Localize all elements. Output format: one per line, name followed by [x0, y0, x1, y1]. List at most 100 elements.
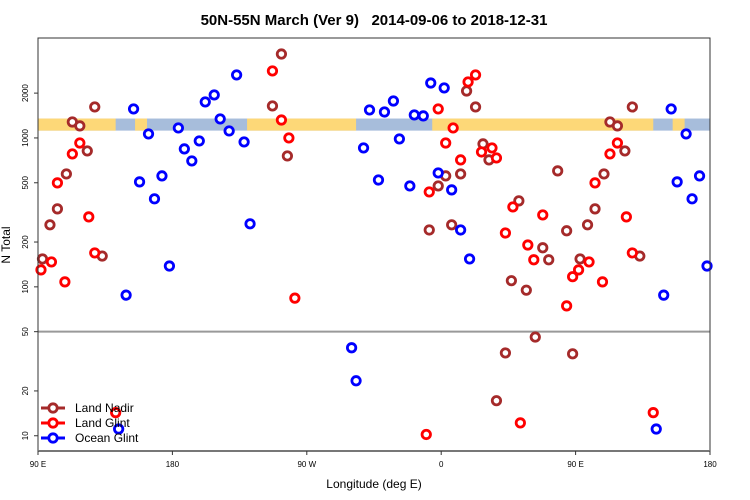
land-segment — [247, 118, 357, 131]
data-point — [35, 264, 47, 276]
data-point — [432, 103, 444, 115]
data-point — [142, 128, 155, 140]
data-point — [51, 203, 64, 215]
data-point — [127, 103, 140, 115]
data-point — [266, 65, 279, 77]
data-point — [583, 256, 595, 268]
y-tick-label: 20 — [21, 386, 30, 395]
data-point — [408, 109, 420, 121]
y-tick-label: 50 — [21, 327, 30, 336]
data-point — [543, 254, 555, 266]
data-point — [455, 154, 467, 166]
data-point — [589, 177, 601, 189]
data-point — [686, 193, 698, 205]
x-tick-label: 180 — [166, 460, 180, 469]
data-point — [650, 423, 662, 435]
data-point — [36, 253, 49, 265]
data-point — [425, 77, 437, 89]
data-point — [275, 48, 288, 60]
data-point — [393, 133, 405, 145]
x-tick-label: 0 — [439, 460, 444, 469]
data-point — [59, 276, 71, 288]
data-point — [529, 331, 541, 343]
data-point — [469, 101, 482, 113]
data-point — [363, 104, 376, 116]
data-point — [148, 193, 161, 205]
y-tick-label: 10 — [21, 431, 30, 440]
data-point — [475, 146, 488, 158]
x-tick-label: 90 E — [30, 460, 46, 469]
data-point — [357, 142, 370, 154]
y-tick-label: 100 — [21, 280, 30, 294]
data-point — [172, 122, 184, 134]
data-points — [35, 48, 713, 441]
land-segment — [135, 118, 148, 131]
x-axis-label: Longitude (deg E) — [326, 477, 421, 491]
data-point — [214, 113, 226, 125]
data-point — [626, 247, 638, 259]
x-tick-label: 90 E — [567, 460, 583, 469]
data-point — [537, 242, 549, 254]
data-point — [589, 203, 601, 215]
plot-frame — [37, 37, 711, 452]
data-point — [432, 180, 444, 192]
data-point — [438, 82, 450, 94]
data-point — [238, 136, 250, 148]
data-point — [432, 167, 444, 179]
land-segment — [672, 118, 685, 131]
data-point — [507, 201, 519, 213]
data-point — [208, 89, 220, 101]
data-point — [120, 289, 132, 301]
data-point — [289, 292, 301, 304]
data-point — [110, 407, 122, 419]
data-point — [455, 224, 467, 236]
data-point — [372, 174, 385, 186]
data-point — [60, 168, 72, 180]
data-point — [701, 260, 713, 272]
data-point — [89, 101, 101, 113]
data-point — [66, 148, 78, 160]
data-point — [455, 168, 467, 180]
legend-marker — [47, 432, 59, 444]
data-point — [561, 225, 573, 237]
data-point — [199, 96, 211, 108]
data-point — [647, 407, 659, 419]
data-point — [74, 120, 86, 132]
data-point — [186, 155, 198, 167]
legend-label: Ocean Glint — [75, 431, 139, 445]
data-point — [665, 103, 677, 115]
data-point — [133, 176, 146, 188]
data-point — [462, 76, 474, 88]
data-point — [223, 125, 235, 137]
x-axis-ticks: 90 E 180 90 W 0 90 E 180 — [30, 451, 717, 469]
data-point — [163, 260, 176, 272]
data-point — [283, 132, 295, 144]
data-point — [193, 135, 205, 147]
data-point — [490, 395, 503, 407]
data-point — [567, 271, 579, 283]
data-point — [620, 211, 632, 223]
data-point — [528, 254, 540, 266]
data-point — [463, 253, 476, 265]
data-point — [671, 176, 683, 188]
data-point — [446, 184, 458, 196]
data-point — [520, 284, 532, 296]
data-point — [446, 219, 458, 231]
series-land-glint — [35, 65, 659, 441]
data-point — [611, 120, 624, 132]
data-point — [561, 300, 573, 312]
data-point — [626, 101, 638, 113]
data-point — [486, 142, 498, 154]
data-point — [44, 219, 56, 231]
data-point — [113, 423, 125, 435]
data-point — [440, 137, 452, 149]
data-point — [45, 256, 58, 268]
x-tick-label: 180 — [703, 460, 717, 469]
legend-label: Land Glint — [75, 416, 130, 430]
data-point — [74, 137, 86, 149]
data-point — [417, 110, 429, 122]
data-point — [680, 128, 692, 140]
data-point — [581, 219, 594, 231]
data-point — [378, 106, 391, 118]
